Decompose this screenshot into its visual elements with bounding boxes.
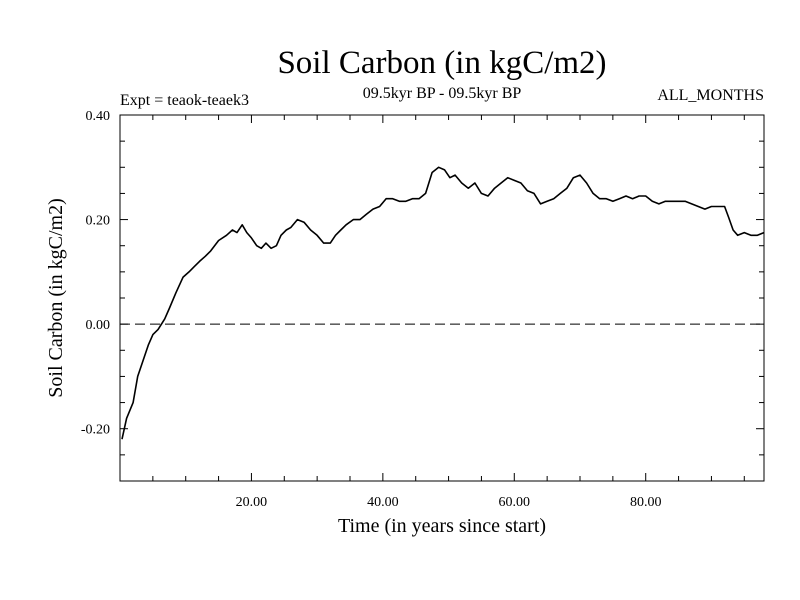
period-label: 09.5kyr BP - 09.5kyr BP	[363, 85, 522, 102]
y-axis-label: Soil Carbon (in kgC/m2)	[45, 198, 67, 397]
y-tick-labels: -0.20 0.00 0.20 0.40	[81, 109, 110, 438]
y-tick-label: 0.00	[86, 318, 111, 333]
chart-title: Soil Carbon (in kgC/m2)	[277, 45, 606, 81]
x-axis-label: Time (in years since start)	[338, 515, 546, 537]
x-tick-label: 60.00	[499, 495, 531, 510]
soil-carbon-series-line	[121, 166, 765, 440]
y-tick-label: 0.20	[86, 214, 111, 229]
plot-frame	[119, 114, 765, 482]
x-tick-label: 20.00	[236, 495, 268, 510]
experiment-label: Expt = teaok-teaek3	[120, 92, 249, 109]
x-tick-label: 40.00	[367, 495, 399, 510]
x-tick-label: 80.00	[630, 495, 662, 510]
axis-ticks	[120, 114, 764, 482]
y-tick-label: 0.40	[86, 109, 111, 124]
season-label: ALL_MONTHS	[657, 87, 764, 104]
y-tick-label: -0.20	[81, 423, 110, 438]
x-tick-labels: 20.00 40.00 60.00 80.00	[236, 495, 662, 510]
